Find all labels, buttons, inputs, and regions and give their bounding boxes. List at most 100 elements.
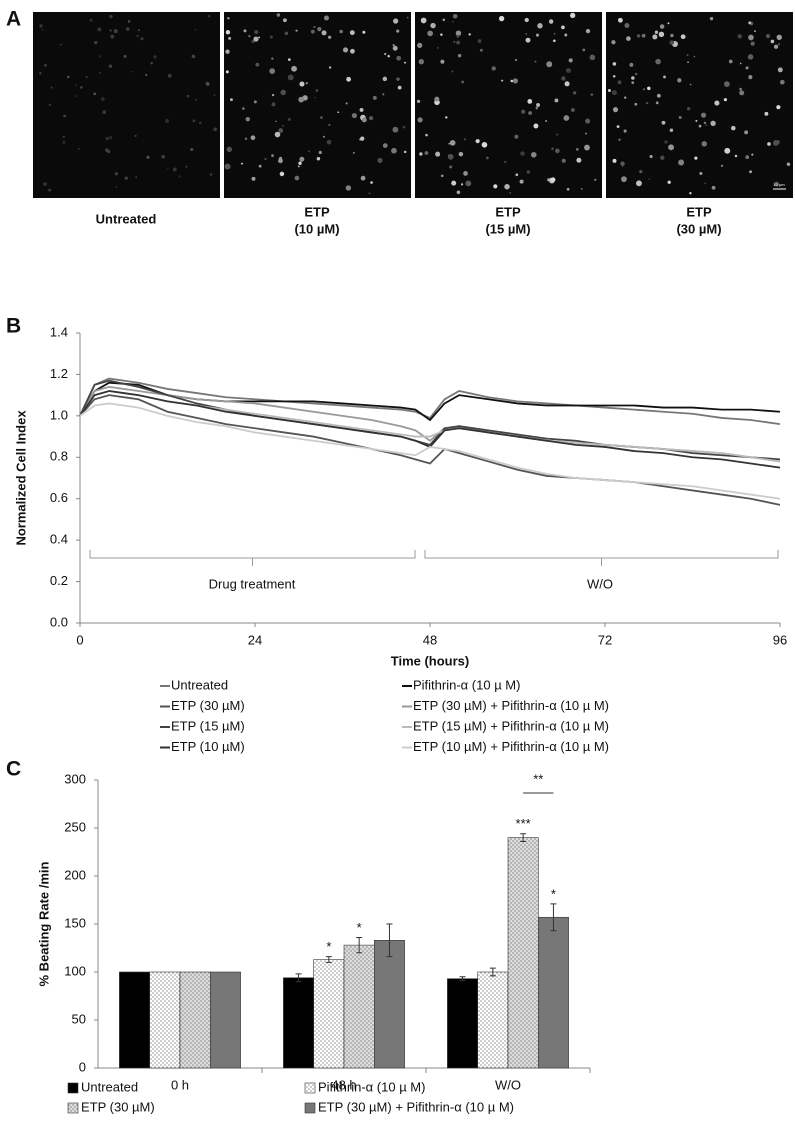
legend-label: Pifithrin-α (10 µ M) bbox=[318, 1079, 425, 1094]
error-bar bbox=[489, 967, 496, 977]
cell bbox=[75, 84, 78, 87]
cell bbox=[554, 98, 559, 103]
micrograph bbox=[33, 12, 220, 198]
cell bbox=[397, 85, 402, 90]
cell bbox=[501, 79, 504, 82]
cell bbox=[254, 29, 259, 35]
cell bbox=[255, 62, 260, 67]
legend-label: ETP (30 µM) + Pifithrin-α (10 µ M) bbox=[318, 1099, 514, 1114]
cell bbox=[41, 28, 44, 31]
cell bbox=[584, 144, 590, 151]
cell bbox=[617, 17, 623, 23]
cell bbox=[287, 74, 294, 81]
cell bbox=[224, 163, 231, 170]
cell bbox=[451, 180, 457, 186]
cell bbox=[731, 125, 736, 131]
cell bbox=[63, 114, 66, 118]
cell bbox=[66, 75, 70, 79]
cell bbox=[525, 37, 531, 43]
cell bbox=[546, 61, 553, 68]
cell bbox=[714, 100, 720, 106]
panel-label: C bbox=[6, 758, 21, 781]
cell bbox=[130, 70, 133, 73]
cell bbox=[271, 93, 275, 97]
cell bbox=[62, 135, 65, 138]
cell bbox=[751, 153, 754, 156]
cell bbox=[678, 115, 682, 120]
cell bbox=[250, 135, 256, 141]
cell bbox=[244, 137, 248, 140]
image-label: Untreated bbox=[96, 211, 157, 226]
cell bbox=[460, 183, 464, 186]
cell bbox=[136, 34, 139, 37]
cell bbox=[43, 182, 48, 187]
y-axis-title: Normalized Cell Index bbox=[13, 410, 28, 546]
legend-label: ETP (10 µM) + Pifithrin-α (10 µ M) bbox=[413, 739, 609, 754]
cell bbox=[361, 117, 367, 123]
cell bbox=[264, 157, 267, 161]
cell bbox=[616, 125, 620, 129]
cell bbox=[382, 93, 385, 96]
cell bbox=[123, 54, 127, 58]
cell bbox=[97, 27, 102, 32]
cell bbox=[108, 64, 113, 68]
cell bbox=[709, 17, 714, 21]
cell bbox=[654, 30, 659, 34]
cell bbox=[229, 98, 233, 102]
x-tick-label: 48 h bbox=[331, 1077, 356, 1092]
legend-label: ETP (15 µM) bbox=[171, 718, 245, 733]
cell bbox=[551, 147, 554, 150]
cell bbox=[527, 99, 533, 104]
cell bbox=[315, 89, 319, 92]
cell bbox=[611, 90, 617, 96]
cell bbox=[449, 165, 453, 169]
cell bbox=[561, 158, 566, 163]
x-tick-label: 48 bbox=[423, 632, 437, 647]
cell bbox=[747, 54, 754, 60]
cell bbox=[452, 13, 458, 19]
scale-bar-label: 10 µm bbox=[773, 182, 785, 187]
cell bbox=[418, 58, 425, 65]
cell bbox=[167, 73, 172, 78]
cell bbox=[687, 61, 689, 64]
cell bbox=[533, 123, 539, 129]
cell bbox=[253, 100, 257, 104]
cell bbox=[514, 134, 519, 139]
cell bbox=[667, 22, 670, 25]
bracket bbox=[424, 550, 779, 566]
cell bbox=[677, 78, 682, 83]
cell bbox=[274, 131, 281, 138]
cell bbox=[667, 180, 671, 184]
cell bbox=[316, 156, 321, 161]
cell bbox=[283, 18, 287, 23]
cell bbox=[48, 103, 51, 106]
cell bbox=[362, 30, 366, 34]
cell bbox=[48, 188, 52, 192]
cell bbox=[563, 115, 570, 121]
data-line bbox=[79, 402, 781, 500]
cell bbox=[294, 175, 300, 181]
bracket bbox=[89, 550, 416, 566]
cell bbox=[109, 14, 113, 19]
micrograph bbox=[415, 12, 602, 198]
cell bbox=[575, 148, 579, 151]
image-label: ETP bbox=[304, 204, 330, 219]
cell bbox=[282, 124, 285, 127]
cell bbox=[416, 99, 421, 103]
cell bbox=[199, 121, 202, 125]
cell bbox=[98, 71, 101, 74]
cell bbox=[440, 174, 444, 178]
cell bbox=[339, 29, 343, 34]
cell bbox=[530, 151, 537, 158]
cell bbox=[245, 117, 251, 122]
x-tick-label: 72 bbox=[598, 632, 612, 647]
y-tick-label: 0 bbox=[79, 1059, 86, 1074]
legend-label: ETP (30 µM) bbox=[81, 1099, 155, 1114]
cell bbox=[360, 175, 366, 181]
cell bbox=[561, 76, 566, 81]
cell bbox=[661, 120, 666, 125]
cell bbox=[524, 17, 529, 23]
cell bbox=[776, 34, 782, 41]
cell bbox=[227, 17, 230, 20]
